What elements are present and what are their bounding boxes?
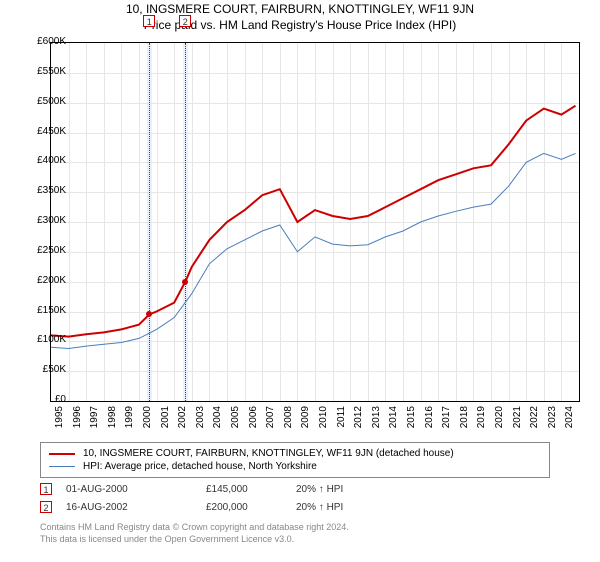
x-axis-label: 2003 — [195, 406, 206, 446]
x-axis-label: 2010 — [318, 406, 329, 446]
line-series-svg — [51, 43, 579, 401]
y-axis-label: £300K — [37, 215, 66, 226]
sales-table: 1 01-AUG-2000£145,00020% ↑ HPI 2 16-AUG-200… — [40, 480, 560, 516]
y-axis-label: £0 — [55, 394, 66, 405]
legend-label: HPI: Average price, detached house, Nort… — [83, 461, 317, 472]
chart-subtitle: Price paid vs. HM Land Registry's House … — [0, 18, 600, 32]
series-line — [51, 153, 576, 348]
x-axis-label: 1996 — [72, 406, 83, 446]
sale-vs-hpi: 20% ↑ HPI — [296, 502, 396, 513]
x-axis-label: 2006 — [248, 406, 259, 446]
sale-vs-hpi: 20% ↑ HPI — [296, 484, 396, 495]
x-axis-label: 2002 — [177, 406, 188, 446]
sale-price: £145,000 — [206, 484, 296, 495]
x-axis-label: 2004 — [212, 406, 223, 446]
x-axis-label: 2009 — [300, 406, 311, 446]
sale-date: 16-AUG-2002 — [66, 502, 206, 513]
legend-item: HPI: Average price, detached house, Nort… — [49, 460, 541, 473]
sale-row-marker: 2 — [40, 501, 52, 513]
x-axis-label: 2019 — [476, 406, 487, 446]
x-axis-label: 2023 — [547, 406, 558, 446]
x-axis-label: 2005 — [230, 406, 241, 446]
x-axis-label: 2000 — [142, 406, 153, 446]
sale-row-marker: 1 — [40, 483, 52, 495]
x-axis-label: 1998 — [107, 406, 118, 446]
legend-swatch — [49, 453, 75, 455]
x-axis-label: 2001 — [160, 406, 171, 446]
series-line — [51, 106, 576, 337]
y-axis-label: £200K — [37, 275, 66, 286]
sale-price: £200,000 — [206, 502, 296, 513]
legend: 10, INGSMERE COURT, FAIRBURN, KNOTTINGLE… — [40, 442, 550, 478]
y-axis-label: £100K — [37, 334, 66, 345]
x-axis-label: 2015 — [406, 406, 417, 446]
y-axis-label: £400K — [37, 155, 66, 166]
x-axis-label: 1995 — [54, 406, 65, 446]
plot-area: 12 — [50, 42, 580, 402]
chart-title: 10, INGSMERE COURT, FAIRBURN, KNOTTINGLE… — [0, 2, 600, 16]
legend-item: 10, INGSMERE COURT, FAIRBURN, KNOTTINGLE… — [49, 447, 541, 460]
footer-line2: This data is licensed under the Open Gov… — [40, 534, 560, 546]
x-axis-label: 2021 — [512, 406, 523, 446]
x-axis-label: 2016 — [424, 406, 435, 446]
x-axis-label: 1999 — [124, 406, 135, 446]
sale-date: 01-AUG-2000 — [66, 484, 206, 495]
footer-attribution: Contains HM Land Registry data © Crown c… — [40, 522, 560, 545]
x-axis-label: 2014 — [388, 406, 399, 446]
y-axis-label: £450K — [37, 126, 66, 137]
x-axis-label: 2018 — [459, 406, 470, 446]
y-axis-label: £150K — [37, 305, 66, 316]
x-axis-label: 1997 — [89, 406, 100, 446]
sale-marker: 1 — [143, 15, 155, 27]
x-axis-label: 2022 — [529, 406, 540, 446]
x-axis-label: 2012 — [353, 406, 364, 446]
x-axis-label: 2013 — [371, 406, 382, 446]
x-axis-label: 2017 — [441, 406, 452, 446]
chart-container: 10, INGSMERE COURT, FAIRBURN, KNOTTINGLE… — [0, 2, 600, 562]
footer-line1: Contains HM Land Registry data © Crown c… — [40, 522, 560, 534]
legend-label: 10, INGSMERE COURT, FAIRBURN, KNOTTINGLE… — [83, 448, 454, 459]
legend-swatch — [49, 466, 75, 467]
x-axis-label: 2007 — [265, 406, 276, 446]
x-axis-label: 2020 — [494, 406, 505, 446]
x-axis-label: 2008 — [283, 406, 294, 446]
y-axis-label: £550K — [37, 66, 66, 77]
y-axis-label: £250K — [37, 245, 66, 256]
y-axis-label: £600K — [37, 36, 66, 47]
x-axis-label: 2011 — [336, 406, 347, 446]
y-axis-label: £500K — [37, 96, 66, 107]
sale-row: 2 16-AUG-2002£200,00020% ↑ HPI — [40, 498, 560, 516]
sale-marker: 2 — [179, 15, 191, 27]
y-axis-label: £50K — [43, 364, 66, 375]
y-axis-label: £350K — [37, 185, 66, 196]
sale-row: 1 01-AUG-2000£145,00020% ↑ HPI — [40, 480, 560, 498]
x-axis-label: 2024 — [564, 406, 575, 446]
